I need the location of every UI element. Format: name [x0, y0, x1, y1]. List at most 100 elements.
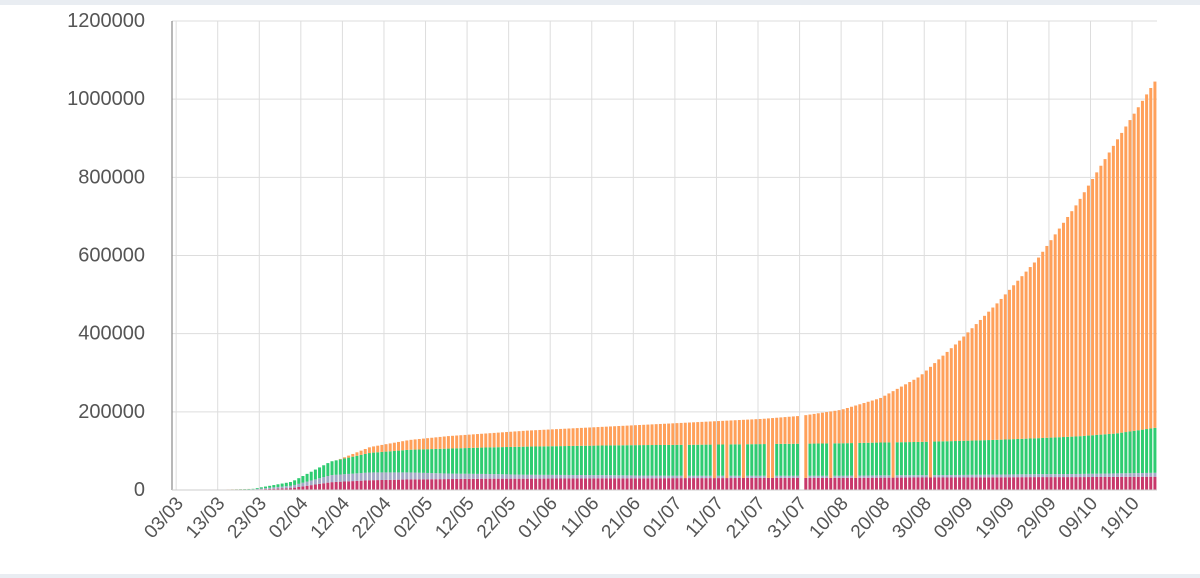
bar-segment — [505, 447, 509, 475]
bar-segment — [663, 475, 666, 479]
bar-segment — [1074, 477, 1078, 490]
x-tick-label: 10/08 — [805, 493, 852, 542]
bar-segment — [318, 483, 322, 490]
bar-segment — [845, 477, 849, 490]
x-tick-label: 22/04 — [348, 493, 396, 543]
bar-segment — [654, 478, 658, 490]
bar-segment — [534, 446, 538, 475]
bar-segment — [912, 477, 916, 490]
bar-segment — [417, 449, 421, 473]
bar-segment — [866, 477, 870, 490]
bar-segment — [1111, 433, 1115, 474]
bar-segment — [517, 474, 521, 479]
bar-segment — [625, 475, 629, 479]
bar-segment — [692, 444, 696, 476]
bar-segment — [667, 475, 671, 479]
bar-segment — [1140, 476, 1144, 490]
bar-segment — [999, 474, 1003, 478]
bar-segment — [1003, 477, 1007, 490]
bar-segment — [284, 488, 288, 490]
bar-segment — [1049, 437, 1053, 475]
bar-segment — [1124, 476, 1128, 490]
bar-segment — [1095, 473, 1099, 478]
bar-segment — [355, 480, 359, 490]
bar-segment — [1053, 477, 1057, 490]
bar-segment — [804, 477, 808, 490]
bar-segment — [966, 474, 970, 478]
bar-segment — [338, 459, 342, 475]
bar-segment — [334, 460, 338, 475]
bar-segment — [1028, 438, 1032, 475]
bar-segment — [974, 477, 978, 490]
bar-segment — [879, 442, 883, 476]
bar-segment — [492, 432, 496, 448]
bar-segment — [509, 446, 513, 475]
bar-segment — [1153, 472, 1157, 477]
bar-segment — [509, 474, 513, 479]
bar-segment — [1111, 476, 1115, 490]
bar-segment — [721, 475, 725, 479]
bar-segment — [463, 434, 467, 449]
bar-segment — [480, 447, 484, 474]
bar-segment — [575, 478, 579, 490]
bar-segment — [1028, 267, 1032, 439]
bar-segment — [421, 479, 425, 490]
bar-segment — [787, 416, 791, 444]
bar-segment — [608, 478, 612, 490]
bar-segment — [945, 477, 949, 490]
bar-segment — [737, 478, 741, 490]
bar-segment — [812, 475, 816, 478]
bar-segment — [1107, 473, 1111, 477]
bar-segment — [1136, 430, 1140, 474]
bar-segment — [687, 475, 691, 479]
bar-segment — [1012, 439, 1016, 475]
bar-segment — [692, 478, 696, 490]
bar-segment — [455, 478, 459, 490]
bar-segment — [388, 443, 392, 452]
bar-segment — [924, 475, 928, 478]
bar-segment — [563, 428, 567, 447]
bar-segment — [750, 477, 754, 490]
bar-segment — [908, 382, 912, 443]
bar-segment — [1082, 473, 1086, 478]
bar-segment — [675, 423, 679, 445]
bar-segment — [646, 475, 650, 479]
bar-segment — [417, 479, 421, 490]
bar-segment — [1020, 276, 1024, 439]
bar-segment — [613, 445, 617, 476]
bar-segment — [592, 445, 596, 476]
bar-segment — [459, 448, 463, 474]
bar-segment — [318, 478, 322, 484]
bar-segment — [833, 443, 837, 476]
bar-segment — [650, 478, 654, 490]
bar-segment — [388, 472, 392, 480]
bar-segment — [467, 473, 471, 479]
bar-segment — [642, 478, 646, 490]
bar-segment — [1037, 438, 1041, 475]
bar-segment — [1086, 473, 1090, 478]
bar-segment — [1128, 473, 1132, 477]
bar-segment — [746, 475, 750, 478]
bar-segment — [978, 319, 982, 441]
bar-segment — [1140, 100, 1144, 430]
bar-segment — [604, 426, 608, 446]
bar-segment — [825, 477, 829, 490]
bar-segment — [850, 406, 854, 444]
bar-segment — [858, 442, 862, 476]
bar-segment — [1120, 132, 1124, 433]
bar-segment — [999, 477, 1003, 490]
bar-segment — [658, 444, 662, 476]
bar-segment — [434, 479, 438, 490]
bar-segment — [999, 298, 1003, 440]
bar-segment — [475, 478, 479, 490]
bar-segment — [604, 475, 608, 479]
bar-segment — [421, 472, 425, 480]
bar-segment — [725, 420, 729, 479]
bar-segment — [579, 478, 583, 490]
bar-segment — [850, 475, 854, 478]
bar-segment — [505, 432, 509, 448]
bar-segment — [916, 377, 920, 442]
bar-segment — [363, 453, 367, 473]
bar-segment — [409, 472, 413, 480]
bar-segment — [446, 473, 450, 480]
